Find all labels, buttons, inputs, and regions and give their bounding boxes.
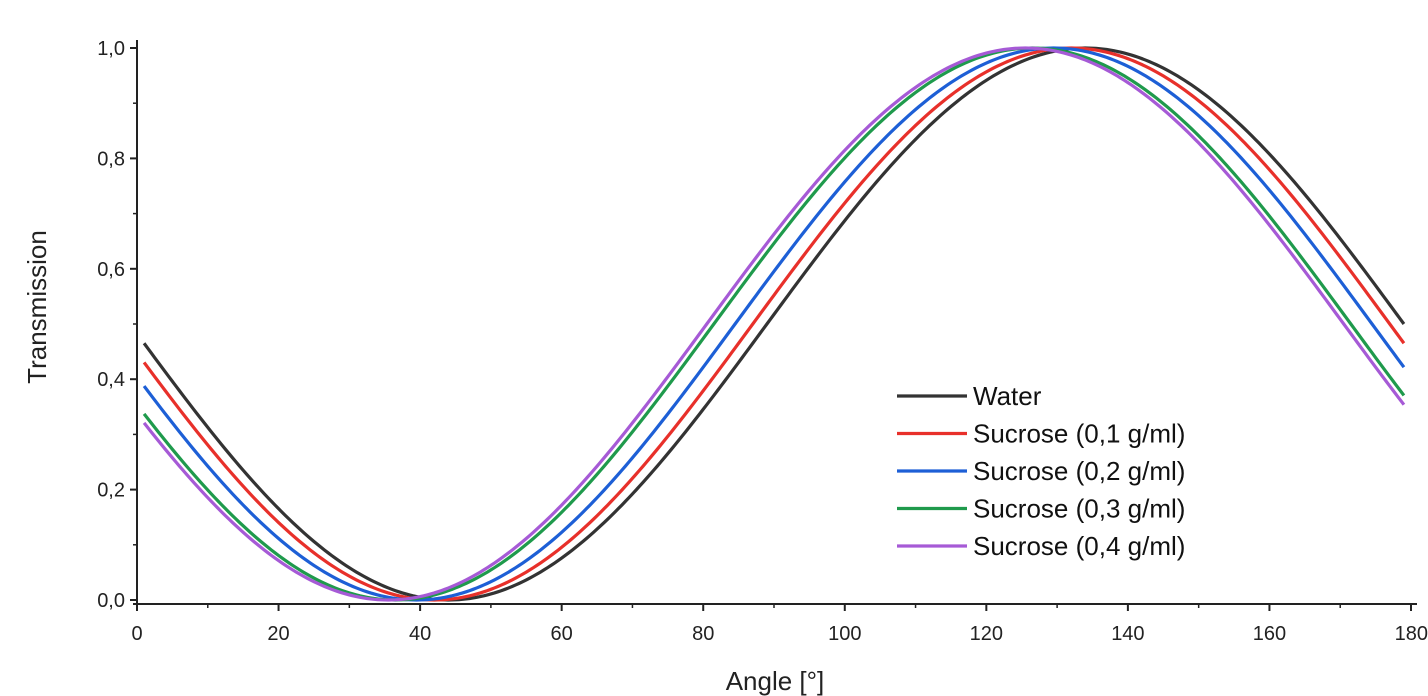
y-tick-label: 0,2 xyxy=(97,480,125,502)
x-tick-label: 60 xyxy=(551,623,573,645)
y-tick-label: 0,0 xyxy=(97,590,125,612)
series-line-3 xyxy=(142,46,1406,602)
x-tick-label: 40 xyxy=(409,623,431,645)
legend-label-3: Sucrose (0,3 g/ml) xyxy=(973,494,1185,524)
legend-label-1: Sucrose (0,1 g/ml) xyxy=(973,419,1185,449)
y-axis-title: Transmission xyxy=(22,230,52,384)
y-axis: 0,0 0,2 0,4 0,6 0,8 1,0 xyxy=(97,38,138,612)
series-line-0 xyxy=(142,46,1406,602)
y-tick-label: 1,0 xyxy=(97,38,125,60)
x-tick-label: 0 xyxy=(131,623,142,645)
x-tick-label: 20 xyxy=(267,623,289,645)
x-tick-label: 120 xyxy=(970,623,1003,645)
x-axis: 0 20 40 60 80 100 120 140 160 180 xyxy=(131,603,1428,645)
series-line-2 xyxy=(142,46,1406,602)
legend-label-0: Water xyxy=(973,381,1042,411)
legend: Water Sucrose (0,1 g/ml) Sucrose (0,2 g/ml… xyxy=(897,381,1185,561)
x-tick-label: 80 xyxy=(692,623,714,645)
plot-lines xyxy=(142,46,1406,602)
x-tick-label: 140 xyxy=(1111,623,1144,645)
y-tick-label: 0,6 xyxy=(97,259,125,281)
y-tick-label: 0,8 xyxy=(97,148,125,170)
y-tick-label: 0,4 xyxy=(97,369,125,391)
x-tick-label: 160 xyxy=(1253,623,1286,645)
x-tick-label: 100 xyxy=(828,623,861,645)
x-axis-title: Angle [°] xyxy=(726,666,825,696)
series-line-1 xyxy=(142,46,1406,602)
series-line-4 xyxy=(142,46,1406,602)
legend-label-4: Sucrose (0,4 g/ml) xyxy=(973,531,1185,561)
legend-label-2: Sucrose (0,2 g/ml) xyxy=(973,456,1185,486)
x-tick-label: 180 xyxy=(1395,623,1428,645)
